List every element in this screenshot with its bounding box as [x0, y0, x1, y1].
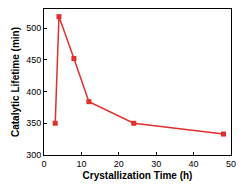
svg-text:350: 350 — [26, 118, 41, 128]
svg-text:50: 50 — [226, 159, 236, 169]
svg-text:Crystallization Time (h): Crystallization Time (h) — [83, 170, 193, 181]
svg-text:400: 400 — [26, 87, 41, 97]
svg-text:20: 20 — [114, 159, 124, 169]
svg-text:300: 300 — [26, 150, 41, 160]
svg-text:10: 10 — [76, 159, 86, 169]
svg-text:Catalytic Lifetime (min): Catalytic Lifetime (min) — [10, 27, 21, 137]
svg-text:450: 450 — [26, 55, 41, 65]
svg-text:30: 30 — [151, 159, 161, 169]
svg-text:500: 500 — [26, 23, 41, 33]
svg-text:40: 40 — [189, 159, 199, 169]
svg-text:0: 0 — [41, 159, 46, 169]
